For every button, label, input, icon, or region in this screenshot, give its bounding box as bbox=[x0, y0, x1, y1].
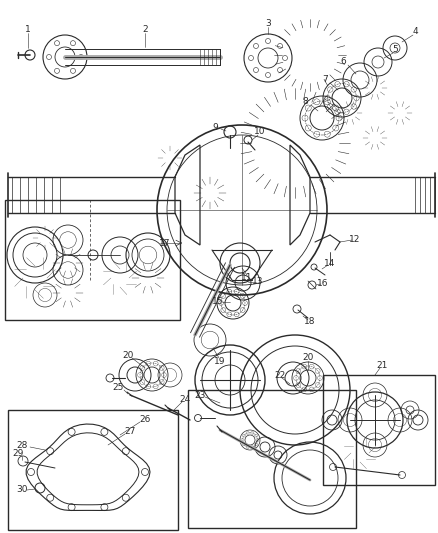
Text: 24: 24 bbox=[180, 395, 191, 405]
Text: 18: 18 bbox=[304, 318, 316, 327]
Text: 16: 16 bbox=[317, 279, 329, 287]
Text: 20: 20 bbox=[302, 353, 314, 362]
Text: 4: 4 bbox=[412, 28, 418, 36]
Bar bbox=[323, 375, 435, 485]
Text: 15: 15 bbox=[212, 297, 224, 306]
Text: 12: 12 bbox=[350, 236, 360, 245]
Text: 14: 14 bbox=[324, 260, 336, 269]
Text: 2: 2 bbox=[142, 26, 148, 35]
Text: 26: 26 bbox=[139, 416, 151, 424]
Text: 7: 7 bbox=[322, 76, 328, 85]
Text: 23: 23 bbox=[194, 391, 206, 400]
Text: 29: 29 bbox=[12, 448, 24, 457]
Text: 17: 17 bbox=[159, 238, 171, 247]
Text: 10: 10 bbox=[254, 127, 266, 136]
Text: 27: 27 bbox=[124, 427, 136, 437]
Text: 19: 19 bbox=[214, 358, 226, 367]
Text: 13: 13 bbox=[252, 278, 264, 287]
Text: 3: 3 bbox=[265, 20, 271, 28]
Text: 9: 9 bbox=[212, 123, 218, 132]
Text: 30: 30 bbox=[16, 486, 28, 495]
Text: 5: 5 bbox=[392, 45, 398, 54]
Bar bbox=[188, 390, 356, 528]
Text: 21: 21 bbox=[376, 360, 388, 369]
Text: 20: 20 bbox=[122, 351, 134, 359]
Text: 22: 22 bbox=[274, 372, 286, 381]
Text: 6: 6 bbox=[340, 58, 346, 67]
Text: 8: 8 bbox=[302, 98, 308, 107]
Text: 25: 25 bbox=[112, 384, 124, 392]
Text: 28: 28 bbox=[16, 440, 28, 449]
Bar bbox=[8, 410, 178, 530]
Text: 11: 11 bbox=[241, 273, 253, 282]
Bar bbox=[5, 200, 180, 320]
Text: 1: 1 bbox=[25, 26, 31, 35]
